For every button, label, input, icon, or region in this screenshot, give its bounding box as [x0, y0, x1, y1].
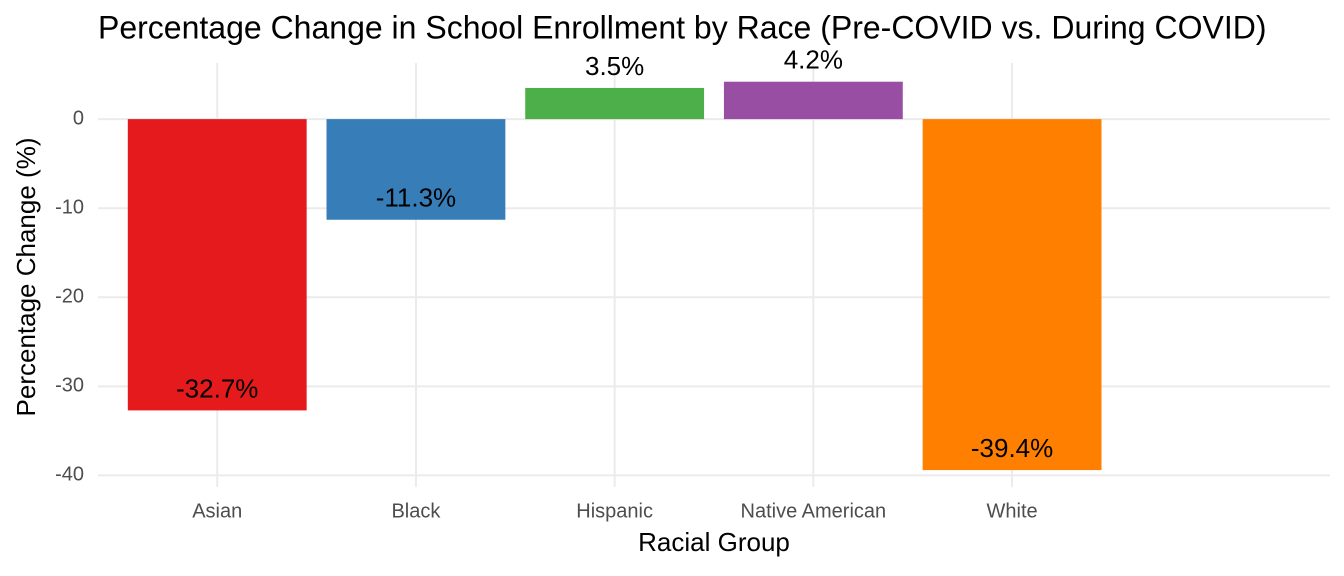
- x-tick-label: Hispanic: [576, 500, 653, 522]
- y-tick-label: -40: [55, 464, 84, 486]
- x-tick-label: Native American: [741, 500, 887, 522]
- x-axis-title: Racial Group: [638, 527, 790, 557]
- chart-title: Percentage Change in School Enrollment b…: [98, 9, 1266, 45]
- value-label: 4.2%: [784, 45, 843, 75]
- value-label: 3.5%: [585, 51, 644, 81]
- value-label: -32.7%: [176, 373, 258, 403]
- y-tick-label: -20: [55, 286, 84, 308]
- value-label: -11.3%: [376, 183, 456, 213]
- bar: [127, 119, 307, 411]
- bar: [723, 81, 903, 120]
- bar: [326, 119, 506, 220]
- y-tick-label: -30: [55, 375, 84, 397]
- y-tick-label: 0: [73, 107, 84, 129]
- mark-layer: -32.7% -11.3% 3.5% 4.2% -39.4%: [127, 45, 1102, 471]
- x-tick-label: White: [987, 500, 1038, 522]
- value-label: -39.4%: [971, 433, 1053, 463]
- y-tick-label: -10: [55, 196, 84, 218]
- y-axis-title: Percentage Change (%): [11, 138, 41, 417]
- x-tick-label: Black: [391, 500, 441, 522]
- bar: [922, 119, 1102, 471]
- bar: [525, 87, 705, 120]
- x-tick-label: Asian: [192, 500, 242, 522]
